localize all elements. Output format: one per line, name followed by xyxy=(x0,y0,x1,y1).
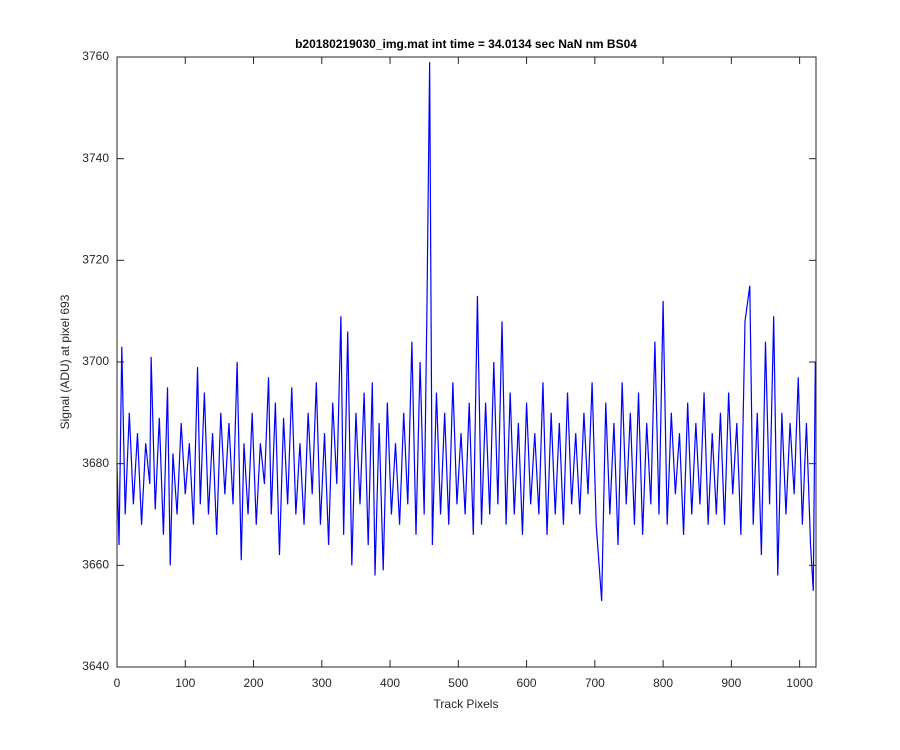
x-tick-label: 700 xyxy=(585,676,605,690)
y-tick-label: 3680 xyxy=(82,456,109,470)
x-tick-label: 100 xyxy=(175,676,195,690)
x-tick-label: 500 xyxy=(448,676,468,690)
plot-frame xyxy=(116,56,817,668)
x-axis-label: Track Pixels xyxy=(434,697,499,711)
y-tick-label: 3720 xyxy=(82,253,109,267)
x-tick-label: 600 xyxy=(517,676,537,690)
y-tick-label: 3740 xyxy=(82,151,109,165)
data-line xyxy=(116,62,816,601)
x-tick-label: 300 xyxy=(312,676,332,690)
x-tick-label: 800 xyxy=(653,676,673,690)
y-tick-label: 3700 xyxy=(82,354,109,368)
x-tick-label: 900 xyxy=(721,676,741,690)
x-tick-label: 1000 xyxy=(786,676,813,690)
x-tick-label: 0 xyxy=(114,676,121,690)
y-axis-label: Signal (ADU) at pixel 693 xyxy=(58,294,72,429)
y-tick-label: 3760 xyxy=(82,49,109,63)
y-tick-label: 3660 xyxy=(82,558,109,572)
x-tick-label: 200 xyxy=(244,676,264,690)
y-tick-label: 3640 xyxy=(82,659,109,673)
x-tick-label: 400 xyxy=(380,676,400,690)
chart-title: b20180219030_img.mat int time = 34.0134 … xyxy=(295,37,637,51)
